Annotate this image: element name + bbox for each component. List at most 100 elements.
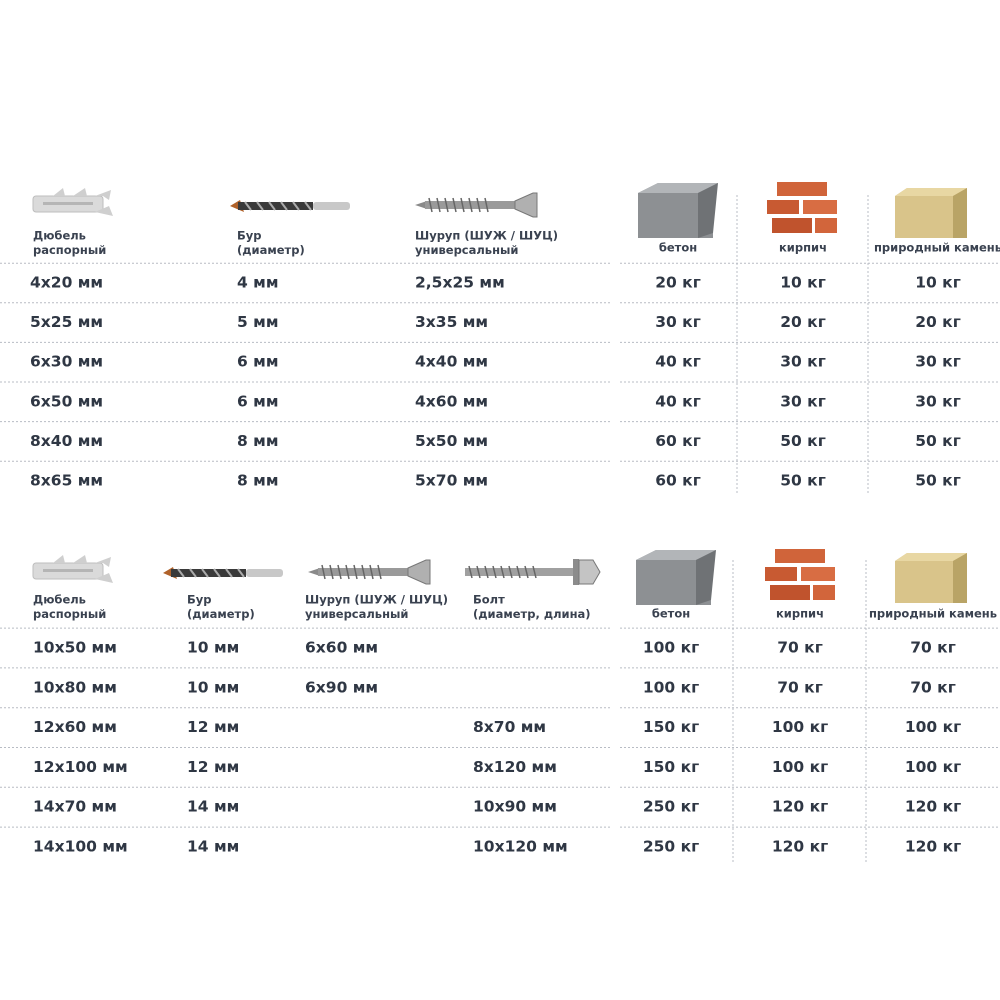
table-cell: 70 кг <box>910 639 956 657</box>
brick-icon <box>765 549 835 600</box>
table-cell: 6х90 мм <box>305 678 378 696</box>
concrete-icon <box>638 183 718 238</box>
table-cell: 10х90 мм <box>473 798 557 816</box>
table-cell: 60 кг <box>655 432 701 450</box>
table-cell: 20 кг <box>780 313 826 331</box>
table-cell: 100 кг <box>772 718 828 736</box>
column-header: универсальный <box>415 243 518 257</box>
table-cell: 50 кг <box>915 472 961 490</box>
table-cell: 30 кг <box>780 392 826 410</box>
table-cell: 50 кг <box>915 432 961 450</box>
table-cell: 20 кг <box>915 313 961 331</box>
table-cell: 10 кг <box>780 274 826 292</box>
drill-icon <box>229 199 351 213</box>
column-header: универсальный <box>305 607 408 621</box>
column-header: Шуруп (ШУЖ / ШУЦ) <box>305 593 448 607</box>
table-cell: 120 кг <box>772 798 828 816</box>
table-cell: 30 кг <box>655 313 701 331</box>
table-cell: 10х50 мм <box>33 639 117 657</box>
table-cell: 5х50 мм <box>415 432 488 450</box>
table-cell: 12 мм <box>187 758 239 776</box>
table-cell: 8 мм <box>237 472 279 490</box>
column-header: Шуруп (ШУЖ / ШУЦ) <box>415 229 558 243</box>
column-header: (диаметр, длина) <box>473 607 591 621</box>
table-cell: 12х100 мм <box>33 758 128 776</box>
table-cell: 50 кг <box>780 472 826 490</box>
table-cell: 100 кг <box>905 718 961 736</box>
table-cell: 100 кг <box>905 758 961 776</box>
table-cell: 100 кг <box>772 758 828 776</box>
drill-icon <box>162 566 284 580</box>
table-cell: 5 мм <box>237 313 279 331</box>
table-cell: 10х80 мм <box>33 678 117 696</box>
table-cell: 2,5х25 мм <box>415 274 505 292</box>
table-cell: 50 кг <box>780 432 826 450</box>
table-cell: 8 мм <box>237 432 279 450</box>
stone-icon <box>895 188 967 238</box>
column-header: бетон <box>652 607 690 621</box>
column-header: (диаметр) <box>187 607 255 621</box>
table-cell: 10х120 мм <box>473 838 568 856</box>
table-cell: 120 кг <box>772 838 828 856</box>
column-header: распорный <box>33 243 106 257</box>
table-cell: 30 кг <box>915 353 961 371</box>
brick-icon <box>767 182 837 233</box>
table-cell: 40 кг <box>655 353 701 371</box>
table-cell: 70 кг <box>910 678 956 696</box>
table-cell: 150 кг <box>643 718 699 736</box>
table-cell: 40 кг <box>655 392 701 410</box>
table-cell: 4х20 мм <box>30 274 103 292</box>
table-cell: 8х65 мм <box>30 472 103 490</box>
column-header: природный камень <box>869 607 997 621</box>
column-header: Дюбель <box>33 593 86 607</box>
table-cell: 12х60 мм <box>33 718 117 736</box>
column-header: кирпич <box>779 241 827 255</box>
table-cell: 250 кг <box>643 838 699 856</box>
table-cell: 70 кг <box>777 639 823 657</box>
table-cell: 4х60 мм <box>415 392 488 410</box>
table-cell: 100 кг <box>643 678 699 696</box>
table-cell: 30 кг <box>915 392 961 410</box>
table-cell: 60 кг <box>655 472 701 490</box>
table-cell: 14х70 мм <box>33 798 117 816</box>
table-cell: 20 кг <box>655 274 701 292</box>
column-header: Бур <box>187 593 212 607</box>
column-header: Бур <box>237 229 262 243</box>
table-cell: 120 кг <box>905 838 961 856</box>
column-header: природный камень <box>874 241 1000 255</box>
table-cell: 120 кг <box>905 798 961 816</box>
dowel-icon <box>32 554 114 584</box>
table-cell: 30 кг <box>780 353 826 371</box>
screw-icon <box>414 192 538 218</box>
table-cell: 6х60 мм <box>305 639 378 657</box>
table-cell: 6 мм <box>237 353 279 371</box>
screw-icon <box>307 559 431 585</box>
table-cell: 100 кг <box>643 639 699 657</box>
table-cell: 8х40 мм <box>30 432 103 450</box>
table-cell: 4х40 мм <box>415 353 488 371</box>
table-cell: 10 кг <box>915 274 961 292</box>
table-cell: 8х70 мм <box>473 718 546 736</box>
table-cell: 5х25 мм <box>30 313 103 331</box>
table-cell: 10 мм <box>187 678 239 696</box>
column-header: кирпич <box>776 607 824 621</box>
table-cell: 6х50 мм <box>30 392 103 410</box>
table-cell: 150 кг <box>643 758 699 776</box>
table-cell: 70 кг <box>777 678 823 696</box>
bolt-icon <box>464 558 601 586</box>
column-header: (диаметр) <box>237 243 305 257</box>
column-header: Болт <box>473 593 505 607</box>
table-cell: 14х100 мм <box>33 838 128 856</box>
table-cell: 14 мм <box>187 838 239 856</box>
table-cell: 3х35 мм <box>415 313 488 331</box>
table-cell: 250 кг <box>643 798 699 816</box>
column-header: Дюбель <box>33 229 86 243</box>
table-cell: 6 мм <box>237 392 279 410</box>
dowel-icon <box>32 187 114 217</box>
stone-icon <box>895 553 967 603</box>
table-cell: 10 мм <box>187 639 239 657</box>
column-header: распорный <box>33 607 106 621</box>
table-cell: 4 мм <box>237 274 279 292</box>
table-cell: 8х120 мм <box>473 758 557 776</box>
